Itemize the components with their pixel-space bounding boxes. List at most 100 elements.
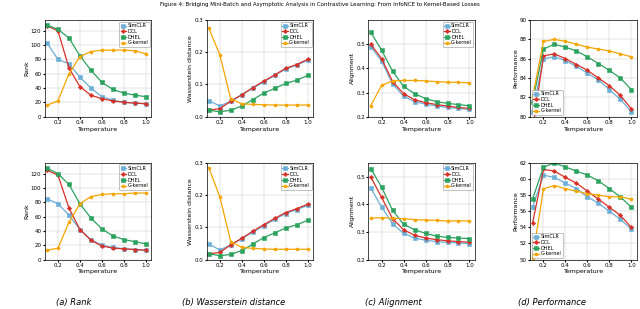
Line: DCL: DCL xyxy=(369,43,471,110)
G-kernel xyxy=(367,216,374,220)
G-kernel xyxy=(466,81,474,85)
G-kernel xyxy=(43,248,51,252)
SimCLR xyxy=(378,59,385,63)
DHEL xyxy=(378,185,385,189)
G-kernel xyxy=(562,187,570,191)
DHEL xyxy=(282,82,289,85)
SimCLR xyxy=(605,88,613,91)
DHEL xyxy=(142,95,150,99)
Legend: SimCLR, DCL, DHEL, G-kernel: SimCLR, DCL, DHEL, G-kernel xyxy=(119,22,150,47)
SimCLR xyxy=(120,100,127,104)
G-kernel xyxy=(529,256,536,260)
G-kernel xyxy=(271,103,278,107)
DHEL xyxy=(249,98,257,101)
DHEL xyxy=(454,103,462,106)
SimCLR xyxy=(98,95,106,99)
SimCLR xyxy=(540,173,547,177)
G-kernel xyxy=(411,78,419,82)
SimCLR xyxy=(87,86,95,90)
SimCLR xyxy=(433,240,440,243)
G-kernel xyxy=(98,193,106,196)
DHEL xyxy=(65,183,73,186)
DCL xyxy=(87,239,95,242)
G-kernel xyxy=(573,189,580,193)
SimCLR xyxy=(205,242,212,246)
DCL xyxy=(43,24,51,28)
SimCLR xyxy=(43,197,51,201)
G-kernel xyxy=(388,216,396,220)
DCL xyxy=(540,167,547,171)
DCL xyxy=(573,63,580,66)
DCL xyxy=(454,240,462,243)
DHEL xyxy=(388,70,396,73)
DHEL xyxy=(304,74,312,77)
Line: G-kernel: G-kernel xyxy=(531,38,633,99)
SimCLR xyxy=(584,71,591,75)
Text: Figure 4: Bridging Mini-Batch and Asymptotic Analysis in Contrastive Learning: F: Figure 4: Bridging Mini-Batch and Asympt… xyxy=(160,2,480,6)
DCL xyxy=(400,92,408,95)
G-kernel xyxy=(454,81,462,84)
SimCLR xyxy=(444,241,451,244)
G-kernel xyxy=(54,246,62,250)
G-kernel xyxy=(422,79,429,83)
G-kernel xyxy=(131,191,139,195)
G-kernel xyxy=(550,38,558,41)
Line: DCL: DCL xyxy=(531,52,633,133)
SimCLR xyxy=(293,208,301,212)
DCL xyxy=(411,233,419,237)
Text: (b) Wasserstein distance: (b) Wasserstein distance xyxy=(182,298,285,307)
SimCLR xyxy=(227,243,235,247)
DHEL xyxy=(65,36,73,40)
DCL xyxy=(87,93,95,97)
G-kernel xyxy=(400,217,408,221)
DHEL xyxy=(293,223,301,226)
DHEL xyxy=(584,55,591,59)
G-kernel xyxy=(238,102,246,106)
SimCLR xyxy=(466,108,474,111)
DHEL xyxy=(466,104,474,108)
G-kernel xyxy=(227,240,235,244)
G-kernel xyxy=(595,47,602,51)
DHEL xyxy=(87,68,95,72)
DHEL xyxy=(98,80,106,84)
SimCLR xyxy=(282,212,289,215)
Text: (c) Alignment: (c) Alignment xyxy=(365,298,422,307)
DCL xyxy=(65,206,73,210)
X-axis label: Temperature: Temperature xyxy=(402,269,442,274)
DHEL xyxy=(205,252,212,256)
DHEL xyxy=(304,218,312,222)
Line: DHEL: DHEL xyxy=(207,219,309,257)
DCL xyxy=(271,73,278,77)
G-kernel xyxy=(142,52,150,56)
X-axis label: Temperature: Temperature xyxy=(563,269,604,274)
DCL xyxy=(271,217,278,220)
Line: SimCLR: SimCLR xyxy=(531,174,633,231)
DHEL xyxy=(540,47,547,51)
DHEL xyxy=(216,110,223,114)
SimCLR xyxy=(378,205,385,209)
DCL xyxy=(422,236,429,240)
SimCLR xyxy=(540,57,547,61)
SimCLR xyxy=(76,75,84,79)
SimCLR xyxy=(562,181,570,185)
DHEL xyxy=(605,187,613,191)
SimCLR xyxy=(271,74,278,77)
G-kernel xyxy=(605,49,613,53)
X-axis label: Temperature: Temperature xyxy=(240,126,280,132)
DHEL xyxy=(131,93,139,97)
DHEL xyxy=(205,108,212,112)
SimCLR xyxy=(388,222,396,226)
SimCLR xyxy=(282,67,289,71)
Line: DHEL: DHEL xyxy=(45,167,147,245)
DCL xyxy=(573,181,580,185)
DCL xyxy=(466,240,474,244)
DHEL xyxy=(422,231,429,235)
Line: G-kernel: G-kernel xyxy=(531,184,633,260)
DCL xyxy=(120,247,127,251)
Line: DHEL: DHEL xyxy=(369,31,471,107)
SimCLR xyxy=(595,78,602,82)
G-kernel xyxy=(65,221,73,224)
DCL xyxy=(616,214,624,217)
Y-axis label: Wasserstein distance: Wasserstein distance xyxy=(188,35,193,102)
G-kernel xyxy=(205,166,212,170)
